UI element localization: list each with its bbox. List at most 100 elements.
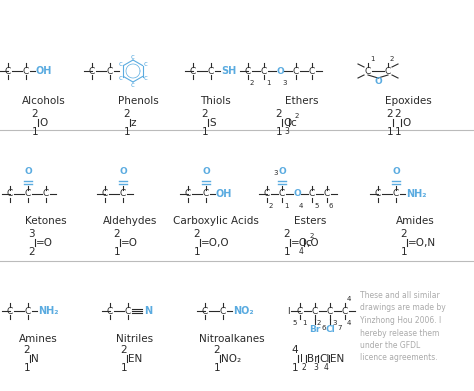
Text: C: C bbox=[279, 190, 285, 199]
Text: NO₂: NO₂ bbox=[221, 354, 241, 364]
Text: Epoxides: Epoxides bbox=[384, 96, 431, 106]
Text: 2: 2 bbox=[123, 109, 130, 119]
Text: 6: 6 bbox=[329, 203, 334, 209]
Text: I: I bbox=[300, 354, 303, 364]
Text: 2: 2 bbox=[113, 229, 120, 239]
Text: 2: 2 bbox=[317, 320, 321, 326]
Text: C: C bbox=[5, 66, 11, 75]
Text: 1: 1 bbox=[370, 56, 374, 62]
Text: 2: 2 bbox=[269, 203, 273, 209]
Text: Esters: Esters bbox=[294, 216, 326, 226]
Text: Phenols: Phenols bbox=[118, 96, 158, 106]
Text: C: C bbox=[393, 190, 399, 199]
Text: C: C bbox=[102, 190, 108, 199]
Text: 1: 1 bbox=[123, 127, 130, 137]
Text: Alcohols: Alcohols bbox=[22, 96, 66, 106]
Text: Amides: Amides bbox=[396, 216, 434, 226]
Text: 3: 3 bbox=[284, 127, 289, 136]
Text: 3: 3 bbox=[313, 363, 318, 372]
Text: C: C bbox=[25, 307, 31, 316]
Text: O: O bbox=[202, 167, 210, 176]
Text: 2: 2 bbox=[23, 345, 30, 355]
Text: c: c bbox=[119, 61, 123, 67]
Text: C: C bbox=[125, 307, 131, 316]
Text: 2: 2 bbox=[301, 363, 306, 372]
Text: C: C bbox=[293, 66, 299, 75]
Text: O: O bbox=[24, 167, 32, 176]
Text: =O: =O bbox=[36, 238, 53, 248]
Text: 3: 3 bbox=[28, 229, 35, 239]
Text: c: c bbox=[305, 238, 311, 248]
Text: Nitroalkanes: Nitroalkanes bbox=[199, 334, 265, 344]
Text: 2: 2 bbox=[283, 229, 290, 239]
Text: 1: 1 bbox=[394, 127, 401, 137]
Text: OH: OH bbox=[216, 189, 232, 199]
Text: 2: 2 bbox=[193, 229, 200, 239]
Text: 1: 1 bbox=[213, 363, 220, 373]
Text: =O,N: =O,N bbox=[408, 238, 436, 248]
Text: C: C bbox=[7, 307, 13, 316]
Text: SH: SH bbox=[221, 66, 236, 76]
Text: 5: 5 bbox=[314, 203, 319, 209]
Text: 1: 1 bbox=[275, 127, 282, 137]
Text: =O,O: =O,O bbox=[291, 238, 319, 248]
Text: NH₂: NH₂ bbox=[38, 306, 58, 316]
Text: C: C bbox=[297, 307, 303, 316]
Text: N: N bbox=[31, 354, 39, 364]
Text: C: C bbox=[190, 66, 196, 75]
Text: EN: EN bbox=[330, 354, 344, 364]
Text: O: O bbox=[402, 118, 410, 128]
Text: 1: 1 bbox=[386, 127, 393, 137]
Text: C: C bbox=[309, 190, 315, 199]
Text: 3: 3 bbox=[273, 170, 278, 176]
Text: C: C bbox=[261, 66, 267, 75]
Text: 2: 2 bbox=[28, 247, 35, 257]
Text: z: z bbox=[131, 118, 137, 128]
Text: 1: 1 bbox=[266, 80, 271, 86]
Text: C: C bbox=[107, 66, 113, 75]
Text: 4: 4 bbox=[292, 345, 298, 355]
Text: 2: 2 bbox=[394, 109, 401, 119]
Text: 1: 1 bbox=[401, 247, 407, 257]
Text: C: C bbox=[365, 66, 371, 75]
Text: O: O bbox=[39, 118, 47, 128]
Text: 4: 4 bbox=[324, 363, 329, 372]
Text: S: S bbox=[209, 118, 216, 128]
Text: c: c bbox=[119, 75, 123, 81]
Text: OH: OH bbox=[36, 66, 52, 76]
Text: Cl: Cl bbox=[325, 325, 335, 334]
Text: 2: 2 bbox=[401, 229, 407, 239]
Text: 5: 5 bbox=[292, 320, 296, 326]
Text: 2: 2 bbox=[390, 56, 394, 62]
Text: 1: 1 bbox=[120, 363, 127, 373]
Text: 4: 4 bbox=[347, 296, 351, 302]
Text: 1: 1 bbox=[113, 247, 120, 257]
Text: O: O bbox=[293, 190, 301, 199]
Text: C: C bbox=[245, 66, 251, 75]
Text: 2: 2 bbox=[386, 109, 393, 119]
Text: 2: 2 bbox=[213, 345, 220, 355]
Text: C: C bbox=[342, 307, 348, 316]
Text: N: N bbox=[144, 306, 152, 316]
Text: Amines: Amines bbox=[18, 334, 57, 344]
Text: 3: 3 bbox=[282, 80, 286, 86]
Text: Br: Br bbox=[310, 325, 321, 334]
Text: 4: 4 bbox=[299, 247, 304, 256]
Text: C: C bbox=[43, 190, 49, 199]
Text: 1: 1 bbox=[193, 247, 200, 257]
Text: C: C bbox=[327, 307, 333, 316]
Text: =O: =O bbox=[121, 238, 138, 248]
Text: C: C bbox=[89, 66, 95, 75]
Text: C: C bbox=[185, 190, 191, 199]
Text: Nitriles: Nitriles bbox=[117, 334, 154, 344]
Text: 2: 2 bbox=[250, 80, 255, 86]
Text: c: c bbox=[290, 118, 296, 128]
Text: Thiols: Thiols bbox=[200, 96, 230, 106]
Text: 7: 7 bbox=[337, 325, 341, 331]
Text: C: C bbox=[7, 190, 13, 199]
Text: 2: 2 bbox=[310, 233, 314, 239]
Text: O: O bbox=[374, 77, 382, 86]
Text: C: C bbox=[312, 307, 318, 316]
Text: C: C bbox=[220, 307, 226, 316]
Text: I: I bbox=[287, 307, 290, 316]
